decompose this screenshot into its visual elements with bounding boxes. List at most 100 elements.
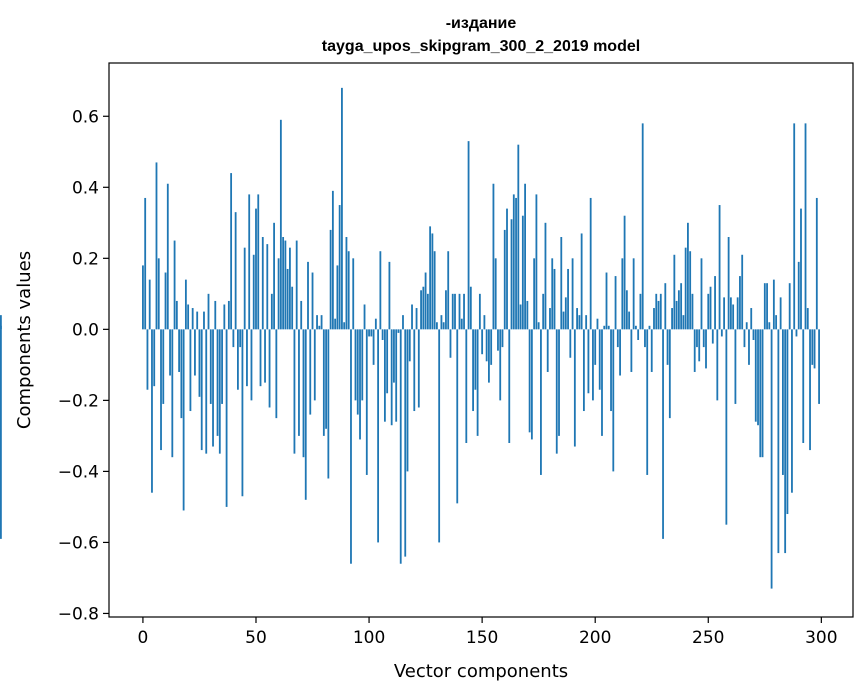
bar-167	[519, 304, 522, 330]
bar-73	[307, 261, 309, 330]
bar-82	[327, 329, 330, 479]
bar-241	[687, 222, 689, 330]
bar-103	[374, 318, 377, 330]
bar-1	[144, 197, 147, 330]
bar-269	[750, 308, 753, 330]
bar-246	[698, 329, 701, 362]
bar-184	[558, 329, 560, 436]
bar-191	[573, 329, 576, 447]
bar-84	[331, 190, 334, 330]
bar-228	[657, 300, 660, 330]
bar-12	[169, 329, 171, 376]
bar-283	[781, 329, 784, 475]
bar-106	[381, 329, 384, 340]
bar-123	[420, 290, 422, 330]
bar-288	[793, 123, 796, 330]
bar-172	[530, 329, 533, 440]
bar-109	[388, 261, 391, 330]
bar-120	[413, 329, 416, 412]
bar-181	[551, 258, 554, 330]
bar-138	[454, 293, 456, 330]
bar-158	[499, 329, 502, 401]
bar-280	[775, 315, 778, 330]
bar-213	[623, 215, 626, 330]
bar-168	[521, 215, 524, 330]
bar-31	[212, 329, 214, 447]
bar-187	[564, 297, 567, 330]
bar-293	[804, 123, 807, 330]
bar-177	[542, 293, 545, 330]
bar-146	[472, 329, 474, 412]
bar-250	[707, 293, 710, 330]
bar-108	[386, 329, 389, 394]
bar-275	[763, 283, 766, 330]
bar-65	[289, 247, 291, 330]
bar-173	[533, 258, 536, 330]
bar-282	[779, 297, 782, 330]
bar-279	[772, 279, 775, 330]
bar-78	[318, 325, 321, 330]
bar-248	[702, 329, 705, 348]
bar-254	[716, 329, 719, 401]
bar-287	[791, 329, 793, 493]
bar-220	[639, 293, 642, 330]
bar-219	[637, 329, 640, 340]
bar-232	[666, 329, 669, 365]
bar-16	[178, 329, 181, 372]
bar-207	[610, 329, 612, 412]
bar-182	[553, 268, 556, 330]
bar-10	[164, 272, 167, 330]
bar-149	[478, 293, 481, 330]
x-axis-ticks: 0 50 100 150 200 250 300	[138, 617, 838, 648]
bar-150	[481, 329, 484, 355]
bar-70	[300, 300, 303, 330]
bar-102	[372, 329, 375, 365]
bar-15	[175, 300, 178, 330]
bar-112	[395, 329, 398, 422]
bar-24	[196, 311, 199, 330]
bar-198	[589, 197, 592, 330]
bar-45	[243, 247, 246, 330]
bar-89	[343, 322, 346, 330]
bar-154	[490, 329, 493, 365]
y-tick-label: −0.8	[58, 604, 99, 624]
bar-58	[273, 222, 275, 330]
bar-240	[684, 247, 687, 330]
bar-44	[241, 329, 244, 497]
bar-292	[802, 329, 805, 443]
bar-221	[641, 123, 644, 330]
bar-214	[625, 290, 628, 330]
x-tick-label: 100	[353, 628, 385, 648]
bar-52	[259, 329, 262, 387]
bar-217	[632, 258, 635, 330]
y-axis-label: Components values	[14, 251, 35, 429]
bar-124	[422, 286, 425, 330]
bar-162	[508, 329, 511, 443]
bar-174	[535, 194, 538, 330]
bar-233	[668, 329, 671, 419]
bar-30	[209, 329, 212, 404]
bar-43	[239, 329, 242, 348]
bar-284	[784, 329, 787, 554]
bar-63	[284, 240, 287, 330]
bar-104	[377, 329, 380, 543]
bar-140	[458, 293, 461, 330]
y-tick-label: 0.4	[72, 178, 99, 198]
bar-54	[264, 329, 266, 383]
bar-0	[142, 265, 144, 330]
bar-205	[605, 272, 608, 330]
bar-86	[336, 265, 339, 330]
bar-156	[494, 258, 497, 330]
y-tick-label: 0.0	[72, 320, 99, 340]
bar-121	[415, 308, 418, 330]
bar-6	[155, 162, 158, 330]
bar-62	[282, 237, 285, 330]
bar-237	[677, 290, 680, 330]
bar-296	[811, 329, 814, 365]
bar-40	[232, 329, 235, 348]
bar-11	[166, 183, 169, 330]
bar-179	[546, 329, 549, 372]
bar-83	[329, 229, 332, 330]
x-tick-label: 150	[466, 628, 498, 648]
